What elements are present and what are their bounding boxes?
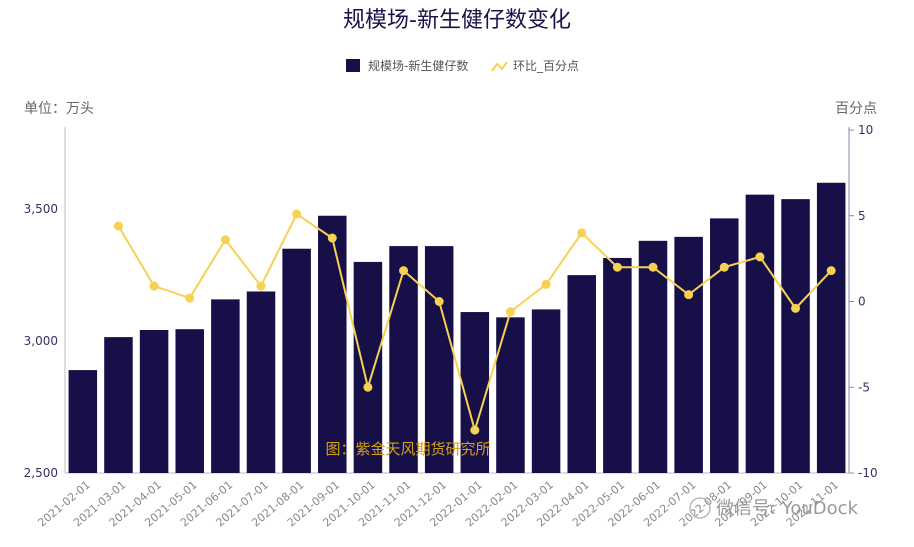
line-point[interactable] [292,209,302,219]
right-tick-label: 5 [858,209,866,223]
bar[interactable] [175,329,204,473]
bar[interactable] [531,309,561,473]
bar[interactable] [139,329,169,473]
line-point[interactable] [363,382,373,392]
line-point[interactable] [220,235,230,245]
line-point[interactable] [185,293,195,303]
line-series [113,209,836,435]
line-point[interactable] [505,307,515,317]
right-tick-label: -5 [858,380,870,394]
bar[interactable] [389,246,418,473]
line-point[interactable] [612,262,622,272]
bar[interactable] [211,299,240,473]
line-point[interactable] [541,279,551,289]
legend-line-label: 环比_百分点 [513,59,579,73]
bar-series [68,182,846,473]
wechat-badge: 微信号: YouDock [689,497,859,519]
bar[interactable] [710,218,739,473]
bar[interactable] [674,236,703,473]
wechat-icon [689,497,711,519]
left-tick-label: 3,000 [24,334,58,348]
line-point[interactable] [470,425,480,435]
legend[interactable]: 规模场-新生健仔数 环比_百分点 [346,58,579,73]
line-point[interactable] [684,290,694,300]
left-axis-label: 单位：万头 [24,101,94,117]
line-point[interactable] [577,228,587,238]
legend-bar-swatch [346,59,360,72]
chart-title: 规模场-新生健仔数变化 [343,8,571,33]
line-point[interactable] [755,252,765,262]
bar[interactable] [638,240,668,473]
bar[interactable] [603,257,632,473]
bar[interactable] [353,261,383,473]
watermark: 图：紫金天风期货研究所 [325,440,490,458]
bar[interactable] [816,182,846,473]
bar[interactable] [424,246,454,473]
bar[interactable] [318,215,347,473]
line-point[interactable] [327,233,337,243]
right-axis-ticks: -10 -5 0 5 10 [849,123,878,480]
line-point[interactable] [399,266,409,276]
right-tick-label: -10 [858,466,878,480]
bar[interactable] [282,248,311,473]
wechat-label: 微信号: YouDock [716,498,859,519]
line-point[interactable] [719,262,729,272]
bar[interactable] [745,194,775,473]
right-tick-label: 0 [858,295,866,309]
bar[interactable] [68,370,98,473]
line-point[interactable] [113,221,123,231]
bar[interactable] [781,199,810,473]
line-point[interactable] [434,297,444,306]
legend-bar-label: 规模场-新生健仔数 [368,58,468,73]
line-point[interactable] [149,281,159,291]
line-point[interactable] [648,262,658,272]
bar[interactable] [104,337,133,473]
left-axis-ticks: 2,500 3,000 3,500 [24,202,58,480]
line-point[interactable] [791,303,801,313]
right-axis-label: 百分点 [835,101,877,117]
right-tick-label: 10 [858,123,873,137]
left-tick-label: 3,500 [24,202,58,216]
bar[interactable] [567,275,596,473]
line-point[interactable] [256,281,266,291]
legend-line-swatch [491,61,508,72]
line-point[interactable] [826,266,836,276]
bar[interactable] [246,291,276,473]
left-tick-label: 2,500 [24,466,58,480]
bar[interactable] [496,317,525,473]
